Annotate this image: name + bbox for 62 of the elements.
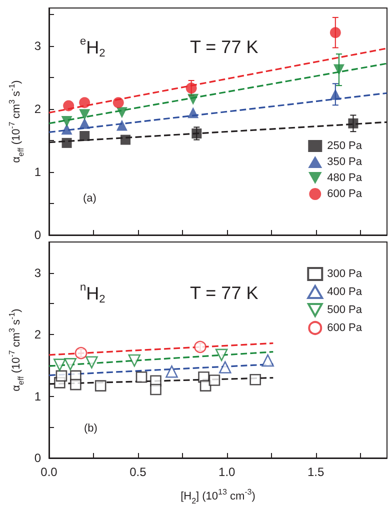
point: [86, 356, 98, 368]
point: [80, 131, 90, 142]
point: [79, 97, 90, 108]
point: [64, 358, 76, 370]
point: [166, 365, 178, 378]
point: [61, 124, 72, 135]
point: [215, 348, 228, 362]
point: [79, 109, 90, 120]
x-tick-label: 1.0: [218, 465, 236, 479]
x-tick-label: 1.5: [308, 465, 325, 479]
point: [188, 107, 199, 118]
point: [94, 380, 106, 392]
point: [250, 374, 262, 386]
point: [330, 27, 341, 38]
point: [116, 107, 128, 118]
point: [62, 138, 72, 148]
annotation: (b): [84, 422, 98, 434]
point: [218, 361, 232, 374]
y-tick-label: 0: [34, 451, 42, 465]
point: [61, 116, 72, 127]
y-tick-label: 1: [34, 164, 42, 179]
legend-label: 300 Pa: [327, 268, 363, 280]
point: [56, 370, 68, 382]
annotation: T = 77 K: [190, 283, 258, 303]
annotation: T = 77 K: [190, 37, 258, 57]
point: [63, 100, 74, 112]
legend-label: 250 Pa: [327, 140, 363, 152]
legend-label: 600 Pa: [327, 322, 363, 334]
point: [200, 380, 212, 392]
point: [333, 64, 344, 76]
legend-label: 500 Pa: [327, 304, 363, 316]
point: [74, 346, 88, 360]
point: [330, 88, 341, 100]
text: αeff (10-7 cm3 s-1): [8, 80, 26, 163]
x-tick-label: 0.0: [40, 465, 58, 479]
point: [262, 354, 274, 367]
point: [194, 340, 206, 354]
x-tick-label: 0.5: [130, 465, 147, 479]
point: [348, 118, 358, 128]
y-tick-label: 0: [34, 228, 42, 242]
point: [120, 134, 130, 145]
legend-label: 400 Pa: [327, 286, 363, 298]
point: [208, 374, 220, 386]
point: [136, 372, 148, 383]
point: [128, 354, 141, 367]
point: [186, 82, 197, 94]
point: [116, 120, 128, 131]
point: [112, 97, 124, 108]
legend-label: 480 Pa: [327, 172, 363, 184]
point: [70, 378, 82, 390]
legend-label: 350 Pa: [327, 156, 363, 168]
y-tick-label: 3: [34, 38, 42, 53]
point: [54, 358, 66, 371]
point: [150, 384, 162, 396]
text: αeff (10-7 cm3 s-1): [8, 308, 26, 392]
y-tick-label: 1: [34, 389, 42, 404]
y-tick-label: 3: [34, 266, 42, 280]
legend-label: 600 Pa: [327, 188, 363, 200]
y-tick-label: 2: [34, 328, 42, 342]
annotation: (a): [83, 192, 96, 204]
y-tick-label: 2: [34, 102, 42, 116]
point: [79, 118, 90, 129]
